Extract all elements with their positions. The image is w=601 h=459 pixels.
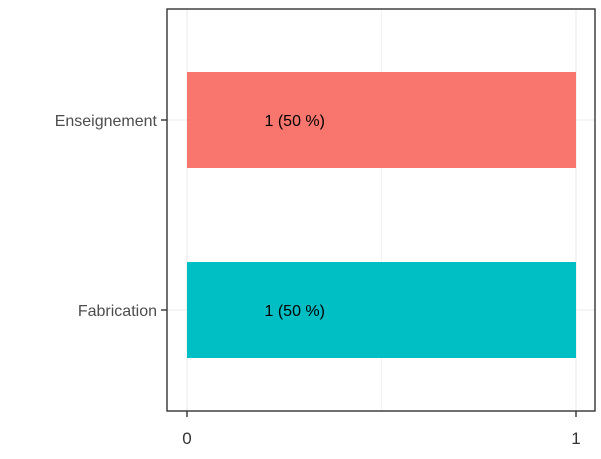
bars xyxy=(187,72,576,358)
bar-fabrication xyxy=(187,262,576,358)
bar-enseignement xyxy=(187,72,576,168)
plot-border xyxy=(166,8,596,412)
y-tick-label-enseignement: Enseignement xyxy=(55,113,158,130)
data-labels: 1 (50 %) 1 (50 %) xyxy=(265,113,325,320)
x-tick-label: 1 xyxy=(571,429,580,448)
x-tick-label: 0 xyxy=(182,429,191,448)
y-tick-label-fabrication: Fabrication xyxy=(78,303,157,320)
axes: Enseignement Fabrication 0 1 xyxy=(55,113,581,448)
data-label-enseignement: 1 (50 %) xyxy=(265,113,325,130)
data-label-fabrication: 1 (50 %) xyxy=(265,303,325,320)
